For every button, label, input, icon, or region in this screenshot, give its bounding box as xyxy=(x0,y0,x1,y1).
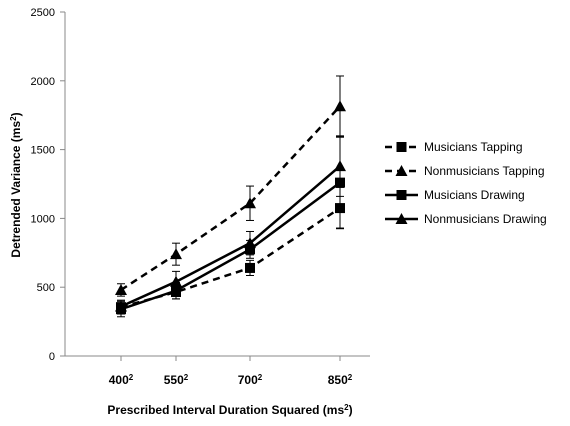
y-tick-label: 2500 xyxy=(31,7,55,19)
data-point xyxy=(244,237,256,249)
data-point xyxy=(245,262,255,273)
x-tick-label: 7002 xyxy=(238,373,263,388)
y-tick-label: 0 xyxy=(49,351,55,363)
x-tick-label: 4002 xyxy=(109,373,134,388)
legend: Musicians Tapping Nonmusicians Tapping Mus… xyxy=(385,140,547,226)
y-tick-label: 500 xyxy=(37,282,55,294)
y-tick-label: 1000 xyxy=(31,213,55,225)
legend-marker xyxy=(395,165,408,176)
data-point xyxy=(115,283,127,295)
data-point xyxy=(170,275,182,287)
data-point xyxy=(334,160,346,172)
legend-marker xyxy=(395,213,408,224)
x-tick-label: 8502 xyxy=(328,373,353,388)
legend-marker xyxy=(396,190,407,200)
data-point xyxy=(244,197,256,209)
legend-label: Nonmusicians Drawing xyxy=(424,212,547,226)
y-tick-label: 2000 xyxy=(31,76,55,88)
x-tick-label: 5502 xyxy=(164,373,189,388)
series-line xyxy=(120,165,341,308)
x-axis-title: Prescribed Interval Duration Squared (ms… xyxy=(107,403,352,418)
series-line xyxy=(120,105,341,291)
legend-label: Nonmusicians Tapping xyxy=(424,164,545,178)
legend-label: Musicians Drawing xyxy=(424,188,525,202)
legend-label: Musicians Tapping xyxy=(424,140,523,154)
series-line xyxy=(120,181,341,311)
y-axis-title: Detrended Variance (ms2) xyxy=(9,112,24,257)
legend-marker xyxy=(396,142,407,152)
data-point xyxy=(334,100,346,112)
data-point xyxy=(170,248,182,260)
data-point xyxy=(115,300,127,312)
y-tick-label: 1500 xyxy=(31,145,55,157)
plot-area: 0 500 1000 1500 2000 2500 4002 5502 7002 8502 xyxy=(31,7,370,387)
